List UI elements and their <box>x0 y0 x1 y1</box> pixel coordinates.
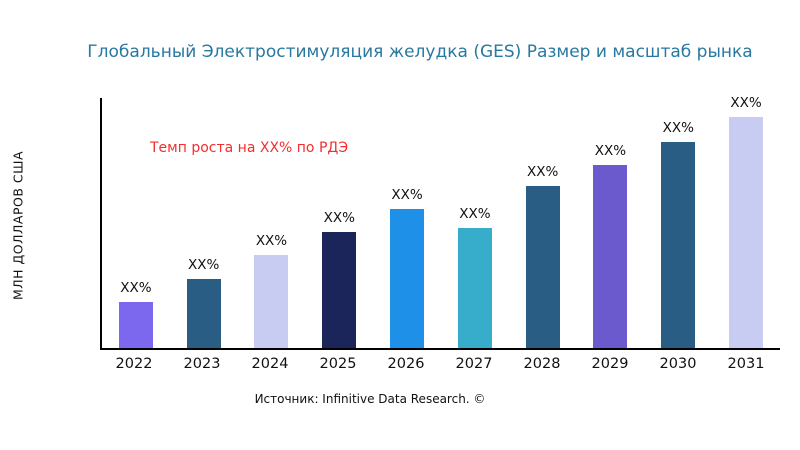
x-tick-label: 2030 <box>659 356 697 372</box>
x-tick-label: 2028 <box>523 356 561 372</box>
bar-group: XX% <box>646 120 710 348</box>
bar-value-label: XX% <box>730 95 762 111</box>
x-tick-label: 2022 <box>115 356 153 372</box>
bar-value-label: XX% <box>594 143 627 159</box>
bar <box>593 165 628 348</box>
x-tick-label: 2031 <box>727 356 765 372</box>
bar-group: XX% <box>104 280 168 348</box>
bar <box>390 209 425 348</box>
bar <box>254 255 289 348</box>
bar <box>661 142 696 348</box>
bar <box>457 228 492 348</box>
bar-value-label: XX% <box>391 187 423 203</box>
bar-value-label: XX% <box>527 164 559 180</box>
bar-group: XX% <box>511 164 575 348</box>
bar-value-label: XX% <box>255 233 288 249</box>
bar-value-label: XX% <box>120 280 152 296</box>
bar-group: XX% <box>239 233 303 348</box>
source-note: Источник: Infinitive Data Research. © <box>254 392 486 406</box>
bar <box>118 302 153 348</box>
chart-title: Глобальный Электростимуляция желудка (GE… <box>87 42 753 62</box>
y-axis-label: МЛН ДОЛЛАРОВ США <box>10 150 26 301</box>
bars-container: XX% XX% XX% XX% XX% XX% XX% XX% XX% XX% <box>102 95 780 348</box>
bar-group: XX% <box>172 257 236 348</box>
x-tick-label: 2029 <box>591 356 629 372</box>
bar-group: XX% <box>443 206 507 348</box>
x-tick-label: 2025 <box>319 356 357 372</box>
growth-rate-annotation: Темп роста на XX% по РДЭ <box>150 140 349 156</box>
bar-group: XX% <box>578 143 642 348</box>
bar-value-label: XX% <box>662 120 694 136</box>
x-axis-labels: 2022 2023 2024 2025 2026 2027 2028 2029 2030 2031 <box>100 356 780 372</box>
bar <box>186 279 221 348</box>
bar-value-label: XX% <box>459 206 491 222</box>
bar <box>322 232 357 348</box>
bar <box>729 117 764 348</box>
plot-area: Темп роста на XX% по РДЭ XX% XX% XX% XX% XX%… <box>100 95 780 350</box>
x-tick-label: 2023 <box>183 356 221 372</box>
x-tick-label: 2024 <box>251 356 289 372</box>
bar <box>525 186 560 348</box>
x-tick-label: 2027 <box>455 356 493 372</box>
x-tick-label: 2026 <box>387 356 425 372</box>
bar-group: XX% <box>714 95 778 348</box>
bar-value-label: XX% <box>188 257 220 273</box>
bar-group: XX% <box>307 210 371 348</box>
bar-group: XX% <box>375 187 439 348</box>
bar-value-label: XX% <box>323 210 355 226</box>
